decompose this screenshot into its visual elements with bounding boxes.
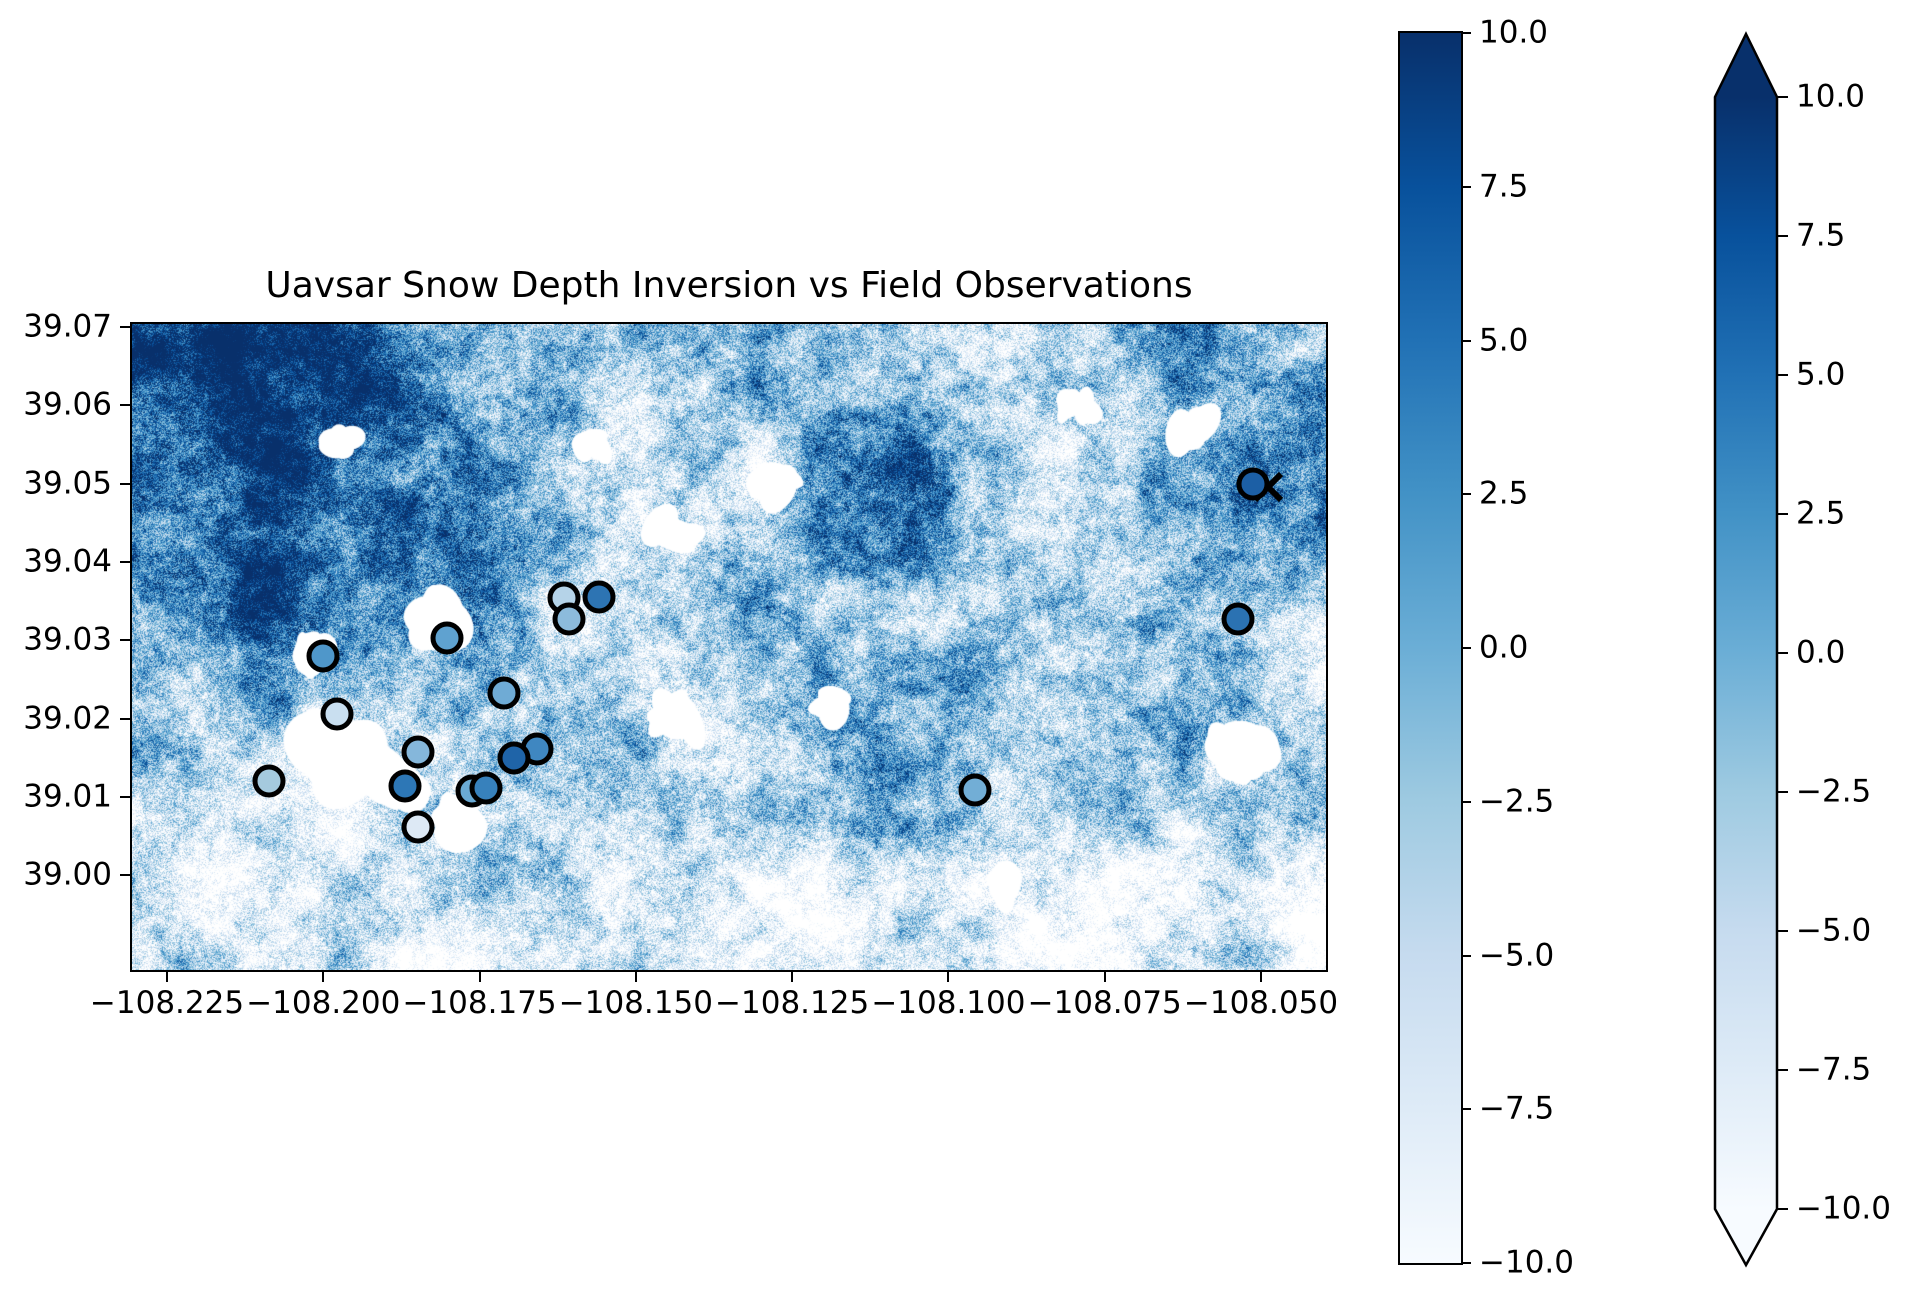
y-tick-label: 39.00 <box>23 856 112 893</box>
colorbar-extended-tick-label: 10.0 <box>1796 78 1866 115</box>
field-observation-point <box>252 764 286 798</box>
x-tick-mark <box>947 972 950 982</box>
colorbar-main-tick-label: 7.5 <box>1479 168 1529 205</box>
x-tick-mark <box>1103 972 1106 982</box>
colorbar-main-tick-label: −10.0 <box>1479 1244 1574 1281</box>
x-tick-mark <box>1259 972 1262 982</box>
field-observation-point <box>958 773 992 807</box>
colorbar-main <box>1398 31 1463 1265</box>
y-tick-mark <box>120 795 130 798</box>
y-tick-mark <box>120 874 130 877</box>
x-tick-label: −108.150 <box>558 985 713 1021</box>
y-tick-label: 39.06 <box>23 386 112 423</box>
colorbar-main-tick-label: 0.0 <box>1479 629 1529 666</box>
plot-title: Uavsar Snow Depth Inversion vs Field Obs… <box>265 265 1193 306</box>
x-tick-mark <box>166 972 168 982</box>
field-observation-point <box>552 602 586 636</box>
field-observation-point <box>497 741 531 775</box>
colorbar-extended-tick-label: 0.0 <box>1796 634 1846 671</box>
x-tick-label: −108.200 <box>246 985 401 1021</box>
colorbar-main-tick-mark <box>1461 339 1471 342</box>
y-tick-label: 39.02 <box>23 700 112 737</box>
colorbar-extended-tick-mark <box>1778 374 1788 376</box>
colorbar-extended-tick-label: −7.5 <box>1796 1051 1872 1088</box>
field-observation-point <box>320 697 354 731</box>
field-observation-point <box>487 676 521 710</box>
x-tick-label: −108.125 <box>715 985 870 1021</box>
y-tick-label: 39.07 <box>23 308 112 345</box>
colorbar-extended-tick-mark <box>1778 1208 1788 1210</box>
colorbar-main-tick-label: 2.5 <box>1479 475 1529 512</box>
x-tick-label: −108.050 <box>1183 985 1339 1021</box>
y-tick-mark <box>120 326 130 329</box>
y-tick-mark <box>120 482 130 485</box>
y-tick-mark <box>120 639 130 642</box>
y-tick-mark <box>120 561 130 564</box>
x-tick-label: −108.175 <box>402 985 557 1021</box>
colorbar-main-tick-label: −7.5 <box>1479 1090 1555 1127</box>
colorbar-extended-tick-mark <box>1778 930 1788 932</box>
colorbar-main-tick-label: 5.0 <box>1479 322 1529 358</box>
colorbar-main-tick-mark <box>1461 185 1471 188</box>
colorbar-extended-tick-mark <box>1778 513 1788 515</box>
colorbar-extended-tick-label: −5.0 <box>1796 912 1872 949</box>
colorbar-extended-tick-label: 2.5 <box>1796 495 1846 532</box>
colorbar-extended-tick-label: 7.5 <box>1796 217 1846 254</box>
x-tick-mark <box>634 972 637 982</box>
colorbar-main-tick-mark <box>1461 493 1471 496</box>
colorbar-extended-tick-label: −2.5 <box>1796 773 1872 810</box>
colorbar-extended-tick-mark <box>1778 96 1788 98</box>
field-observation-point <box>401 735 435 769</box>
field-observation-point <box>582 580 616 614</box>
x-tick-mark <box>322 972 325 982</box>
field-observation-point <box>469 771 503 805</box>
field-observation-point <box>388 769 422 803</box>
y-tick-label: 39.04 <box>23 543 112 580</box>
colorbar-extended-tick-mark <box>1778 791 1788 793</box>
y-tick-label: 39.03 <box>23 621 112 658</box>
colorbar-main-tick-mark <box>1461 647 1471 649</box>
field-observation-point <box>1236 467 1270 501</box>
field-observation-point <box>430 621 464 655</box>
colorbar-extended-tick-mark <box>1778 1069 1788 1071</box>
colorbar-main-tick-label: 10.0 <box>1479 14 1549 51</box>
colorbar-main-tick-mark <box>1461 32 1471 34</box>
field-observation-point <box>401 810 435 844</box>
y-tick-mark <box>120 404 130 407</box>
colorbar-main-tick-mark <box>1461 1262 1471 1264</box>
x-tick-label: −108.225 <box>89 985 245 1021</box>
y-tick-label: 39.05 <box>23 465 112 502</box>
colorbar-main-tick-label: −5.0 <box>1479 937 1555 973</box>
colorbar-extended-tick-label: −10.0 <box>1796 1190 1891 1227</box>
colorbar-extended <box>1713 31 1779 1268</box>
colorbar-main-tick-mark <box>1461 954 1471 957</box>
colorbar-extended-tick-mark <box>1778 652 1788 654</box>
colorbar-main-tick-mark <box>1461 800 1471 803</box>
x-tick-mark <box>791 972 794 982</box>
x-tick-label: −108.100 <box>871 985 1026 1021</box>
colorbar-extended-body <box>1713 31 1779 1268</box>
x-tick-label: −108.075 <box>1027 985 1182 1021</box>
y-tick-label: 39.01 <box>23 778 112 815</box>
colorbar-extended-tick-label: 5.0 <box>1796 356 1846 393</box>
colorbar-main-tick-label: −2.5 <box>1479 783 1555 820</box>
field-observation-point <box>306 639 340 673</box>
colorbar-extended-tick-mark <box>1778 235 1788 237</box>
colorbar-main-tick-mark <box>1461 1108 1471 1111</box>
field-observation-point <box>1221 602 1255 636</box>
y-tick-mark <box>120 717 130 720</box>
x-tick-mark <box>478 972 481 982</box>
